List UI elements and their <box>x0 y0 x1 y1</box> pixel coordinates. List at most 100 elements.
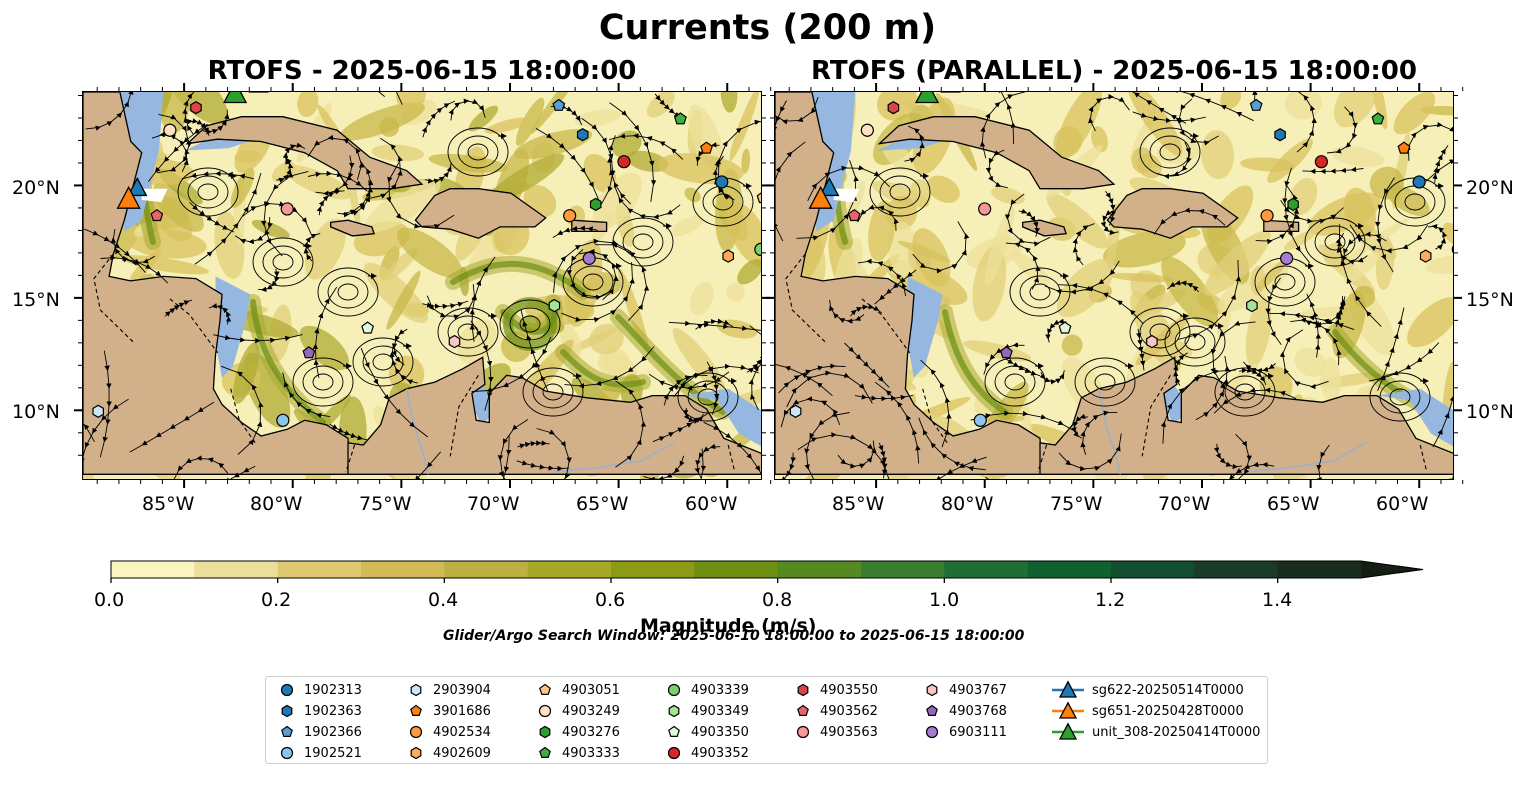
legend-entry: 4903767 <box>923 680 1007 700</box>
legend-label: 6903111 <box>949 724 1007 740</box>
eddy-streamline <box>1004 373 1026 391</box>
country-border <box>1419 444 1428 473</box>
panel-title-left: RTOFS - 2025-06-15 18:00:00 <box>207 56 637 86</box>
legend-entry: 4902609 <box>407 743 491 763</box>
xtick-label: 85°W <box>142 493 195 515</box>
legend-marker-pentagon-icon <box>410 704 422 716</box>
shallow-water <box>1376 388 1453 447</box>
eddy-streamline <box>362 345 404 379</box>
float-marker-4902534 <box>1260 209 1274 223</box>
eddy-streamline <box>1129 307 1191 357</box>
legend-marker-triangle-icon <box>1052 680 1084 698</box>
eddy-streamline <box>1094 373 1116 391</box>
eddy-streamline <box>542 383 564 401</box>
float-marker-2903904 <box>92 404 104 418</box>
eddy-streamline <box>1234 383 1256 401</box>
legend-marker-hexagon-icon <box>410 746 422 760</box>
float-marker-4903249 <box>163 123 177 137</box>
eddy-streamline <box>1314 225 1356 259</box>
legend-label: 4902609 <box>433 745 491 761</box>
xtick-label: 85°W <box>832 493 885 515</box>
colorbar-segment <box>361 561 445 578</box>
eddy-streamline <box>522 367 584 417</box>
legend-marker-pentagon-icon <box>926 704 938 716</box>
ytick-label: 10°N <box>12 401 60 423</box>
legend-entry: 4903768 <box>923 701 1007 721</box>
legend-marker-circle-icon <box>409 725 423 739</box>
eddy-streamline <box>1029 283 1051 301</box>
float-markers <box>92 98 761 427</box>
eddy-streamline <box>197 183 219 201</box>
legend-label: 4903352 <box>691 745 749 761</box>
legend-marker-triangle-icon <box>1052 701 1084 719</box>
eddy-streamline <box>1324 233 1346 251</box>
eddy-streamline <box>622 225 664 259</box>
legend-label: 3901686 <box>433 703 491 719</box>
legend-marker-hexagon-icon <box>539 725 551 739</box>
eddy-streamline <box>467 143 489 161</box>
float-marker-1902521 <box>973 413 987 427</box>
legend-entry: 4903333 <box>536 743 620 763</box>
legend-label: 4903563 <box>820 724 878 740</box>
colorbar-extension <box>1361 561 1423 578</box>
colorbar <box>110 560 1424 583</box>
colorbar-segment <box>527 561 612 578</box>
colorbar-tick-label: 0.8 <box>762 589 793 611</box>
xtick-label: 60°W <box>1376 493 1429 515</box>
eddy-streamline <box>632 233 654 251</box>
eddy-streamline <box>869 167 931 217</box>
glider-marker-unit_308-20250414T0000 <box>223 92 248 104</box>
float-marker-4903562 <box>150 208 164 222</box>
glider-markers <box>808 92 940 209</box>
eddy-streamline <box>582 273 604 291</box>
colorbar-label: Magnitude (m/s) <box>640 615 817 637</box>
legend-marker-pentagon-icon <box>281 725 293 737</box>
legend-label: 4903550 <box>820 682 878 698</box>
eddy-streamline <box>1159 143 1181 161</box>
legend-label: 4903333 <box>562 745 620 761</box>
legend-entry: 1902313 <box>278 680 362 700</box>
eddy-streamline <box>1084 365 1126 399</box>
colorbar-segment <box>777 561 862 578</box>
jamaica-land <box>330 219 375 237</box>
float-marker-4902609 <box>722 249 735 263</box>
eddy-streamline <box>317 267 379 317</box>
xtick-label: 75°W <box>359 493 412 515</box>
eddy-streamline <box>1264 265 1306 299</box>
float-marker-1902313 <box>715 175 729 189</box>
colorbar-outline <box>110 560 1424 579</box>
float-marker-1902313 <box>1412 175 1426 189</box>
legend-entry: 4903562 <box>794 701 878 721</box>
eddy-streamline <box>187 175 229 209</box>
legend-label: 4903767 <box>949 682 1007 698</box>
legend-marker-hexagon-icon <box>668 704 680 718</box>
eddy-streamline <box>532 375 574 409</box>
float-markers <box>789 98 1453 427</box>
eddy-streamline <box>697 388 719 406</box>
float-marker-4903350 <box>361 321 375 334</box>
float-marker-4903563 <box>280 202 294 216</box>
float-marker-4903349 <box>548 298 561 313</box>
float-marker-4903339 <box>1451 245 1453 254</box>
legend-entry: 2903904 <box>407 680 491 700</box>
river <box>1246 442 1367 473</box>
legend-entry: 4903276 <box>536 722 620 742</box>
ytick-label: 20°N <box>12 177 60 199</box>
float-marker-4903550 <box>887 101 900 115</box>
float-marker-4903249 <box>860 123 874 137</box>
figure-title: Currents (200 m) <box>598 8 937 48</box>
eddy-streamline <box>1149 323 1171 341</box>
float-marker-6903111 <box>582 251 596 265</box>
legend-label: 1902366 <box>304 724 362 740</box>
ytick-label: 15°N <box>1466 289 1514 311</box>
eddy-streamline <box>372 353 394 371</box>
legend-marker-pentagon-icon <box>539 746 551 758</box>
eddy-streamline <box>687 380 729 414</box>
legend-entry: unit_308-20250414T0000 <box>1052 722 1260 742</box>
legend-label: 4903339 <box>691 682 749 698</box>
legend-entry: 6903111 <box>923 722 1007 742</box>
float-marker-2903904 <box>789 404 802 418</box>
legend-label: 1902363 <box>304 703 362 719</box>
legend-label: 2903904 <box>433 682 491 698</box>
legend-entry: 4903249 <box>536 701 620 721</box>
